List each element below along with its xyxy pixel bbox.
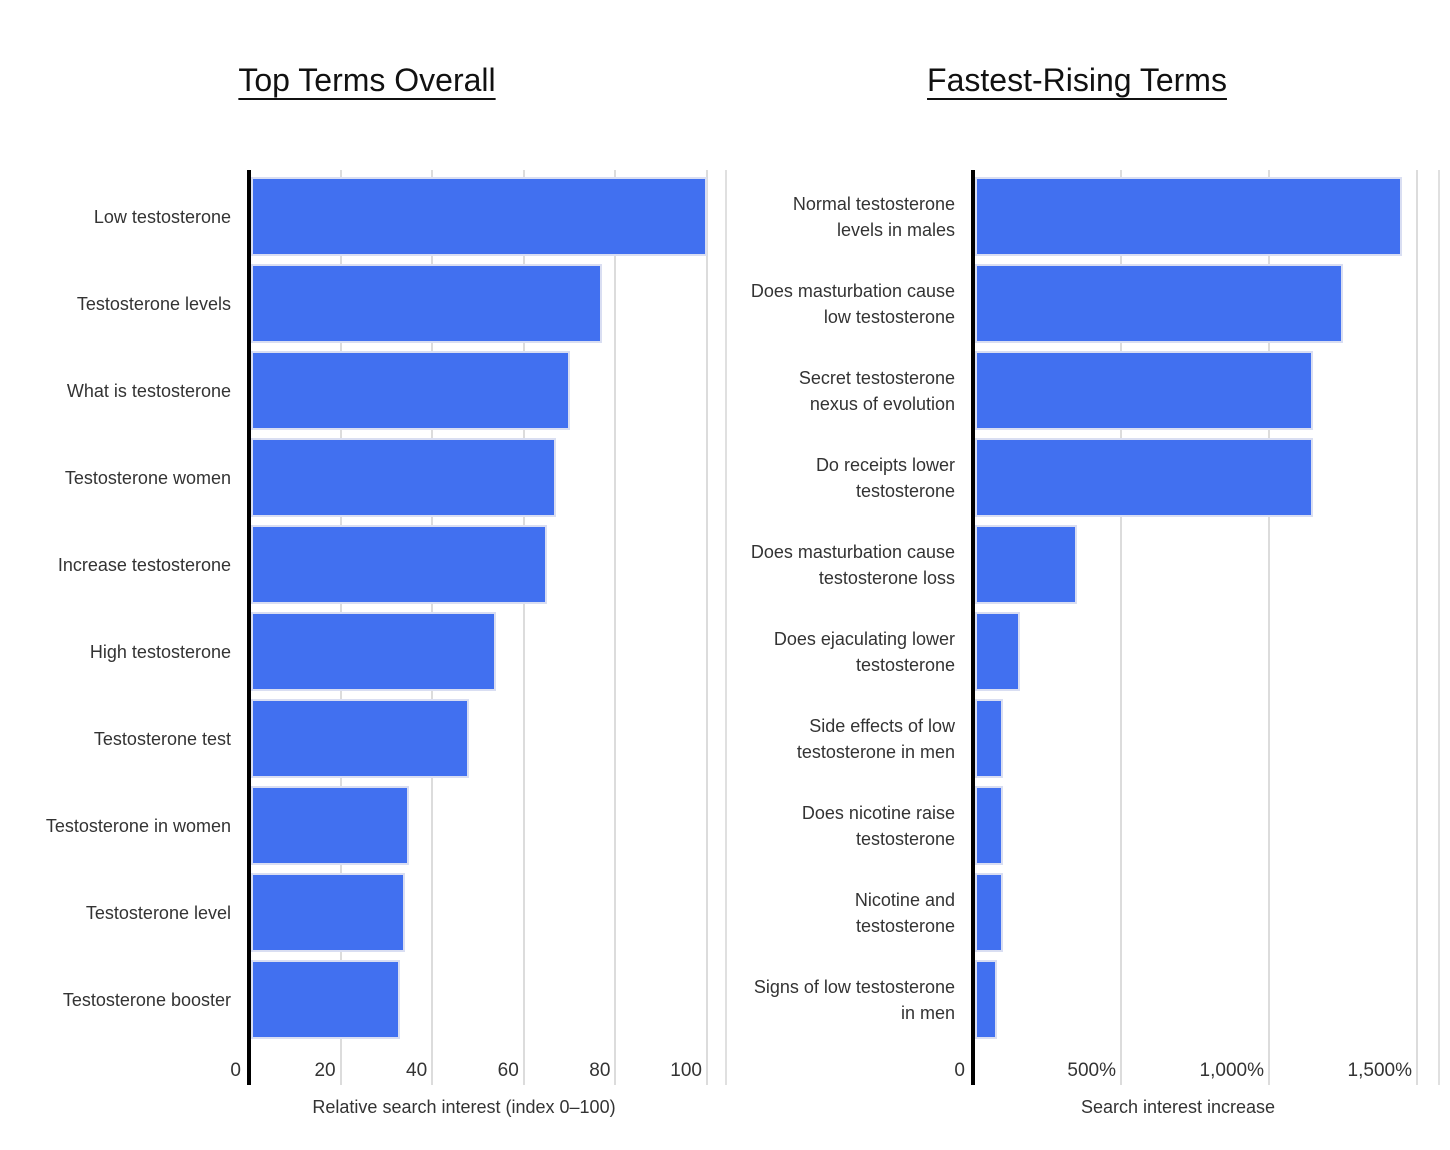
- bar-does-ejaculating-lower-testosterone: [975, 612, 1021, 691]
- bar-testosterone-test: [251, 699, 469, 778]
- x-axis-title-left-chart: Relative search interest (index 0–100): [312, 1097, 616, 1117]
- gridline-80: [614, 170, 617, 1085]
- bar-does-masturbation-cause-low-testosterone: [975, 264, 1343, 343]
- bar-high-testosterone: [251, 612, 497, 691]
- x-tick-label: 1,500%: [1347, 1060, 1412, 1081]
- category-label: Secret testosterone nexus of evolution: [798, 367, 955, 414]
- category-label: What is testosterone: [66, 380, 231, 401]
- category-label: Does masturbation cause testosterone loss: [750, 541, 955, 588]
- bar-increase-testosterone: [251, 525, 547, 604]
- category-label: Does nicotine raise testosterone: [801, 802, 955, 849]
- category-label: Low testosterone: [93, 206, 231, 227]
- zero-axis-line: [971, 170, 975, 1085]
- category-label: Side effects of low testosterone in men: [796, 715, 955, 762]
- category-label: Does masturbation cause low testosterone: [750, 280, 955, 327]
- category-label: Nicotine and testosterone: [854, 889, 955, 936]
- bar-testosterone-levels: [251, 264, 602, 343]
- category-label: Normal testosterone levels in males: [792, 193, 955, 240]
- bar-normal-testosterone-levels-in-males: [975, 177, 1403, 256]
- gridline-1500: [1416, 170, 1418, 1085]
- plot-right-edge: [725, 170, 727, 1085]
- bar-what-is-testosterone: [251, 351, 570, 430]
- plot-right-edge: [1438, 170, 1440, 1085]
- category-label: Testosterone test: [93, 728, 231, 749]
- x-tick-label: 0: [954, 1060, 965, 1081]
- x-tick-label: 100: [670, 1060, 702, 1081]
- category-label: Signs of low testosterone in men: [753, 976, 955, 1023]
- bar-testosterone-in-women: [251, 786, 410, 865]
- bar-does-masturbation-cause-testosterone-loss: [975, 525, 1077, 604]
- x-tick-label: 60: [497, 1060, 519, 1081]
- category-label: Testosterone in women: [45, 815, 231, 836]
- x-tick-label: 40: [406, 1060, 428, 1081]
- bar-does-nicotine-raise-testosterone: [975, 786, 1003, 865]
- gridline-1000: [1268, 170, 1270, 1085]
- category-label: Do receipts lower testosterone: [815, 454, 955, 501]
- bar-low-testosterone: [251, 177, 707, 256]
- category-label: High testosterone: [89, 641, 231, 662]
- category-label: Testosterone level: [85, 902, 231, 923]
- category-label: Testosterone booster: [62, 989, 231, 1010]
- category-label: Testosterone levels: [76, 293, 231, 314]
- x-axis-title-right-chart: Search interest increase: [1080, 1097, 1276, 1117]
- x-tick-label: 20: [314, 1060, 336, 1081]
- zero-axis-line: [247, 170, 251, 1085]
- x-tick-label: 500%: [1067, 1060, 1116, 1081]
- bar-testosterone-booster: [251, 960, 401, 1039]
- bar-testosterone-women: [251, 438, 556, 517]
- category-label: Does ejaculating lower testosterone: [773, 628, 955, 675]
- chart-title-top-terms-overall: Top Terms Overall: [238, 62, 496, 98]
- bar-side-effects-of-low-testosterone-in-men: [975, 699, 1003, 778]
- category-label: Testosterone women: [64, 467, 231, 488]
- bar-signs-of-low-testosterone-in-men: [975, 960, 997, 1039]
- x-tick-label: 1,000%: [1199, 1060, 1264, 1081]
- bar-nicotine-and-testosterone: [975, 873, 1003, 952]
- category-label: Increase testosterone: [57, 554, 231, 575]
- x-tick-label: 80: [589, 1060, 611, 1081]
- gridline-500: [1120, 170, 1122, 1085]
- x-tick-label: 0: [230, 1060, 241, 1081]
- bar-secret-testosterone-nexus-of-evolution: [975, 351, 1314, 430]
- gridline-100: [706, 170, 708, 1085]
- chart-title-fastest-rising-terms: Fastest-Rising Terms: [927, 62, 1227, 98]
- bar-testosterone-level: [251, 873, 405, 952]
- gridline-60: [522, 170, 525, 1085]
- bar-do-receipts-lower-testosterone: [975, 438, 1314, 517]
